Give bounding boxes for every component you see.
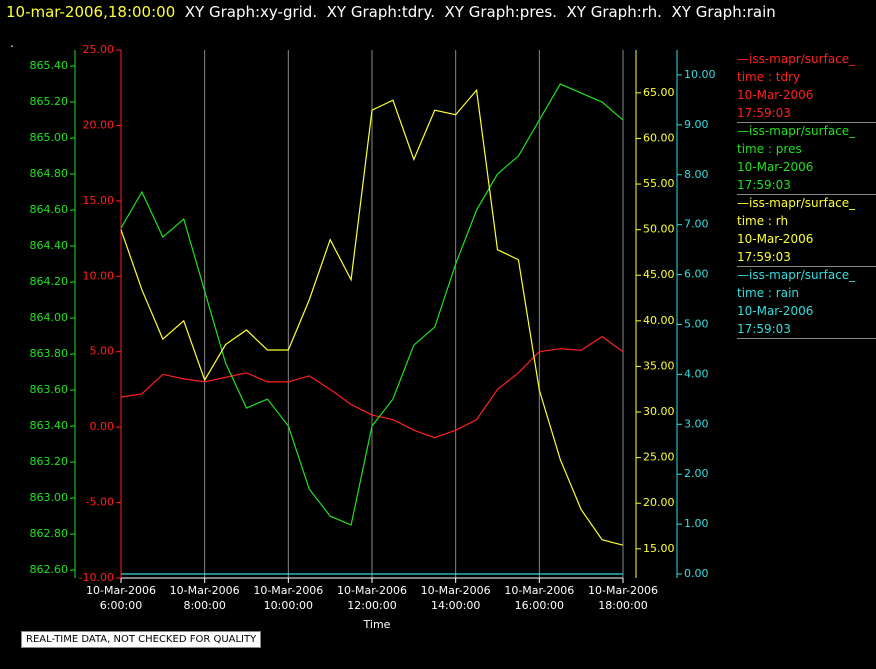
- legend-label: time : rh: [737, 214, 789, 228]
- y-tick-label: 20.00: [83, 118, 115, 131]
- legend-name: —iss-mapr/surface_: [737, 50, 876, 68]
- legend-name: —iss-mapr/surface_: [737, 122, 876, 140]
- y-tick-label: 862.60: [30, 563, 69, 576]
- y-tick-label: 55.00: [643, 177, 675, 190]
- y-tick-label: 865.00: [30, 131, 69, 144]
- y-tick-label: 864.00: [30, 311, 69, 324]
- y-tick-label: 0.00: [90, 420, 115, 433]
- y-tick-label: 15.00: [643, 542, 675, 555]
- legend-entry: —iss-mapr/surface_time : rain 10-Mar-2006…: [737, 266, 876, 339]
- legend-label: time : pres: [737, 142, 802, 156]
- y-tick-label: 25.00: [643, 451, 675, 464]
- y-tick-label: -5.00: [86, 496, 114, 509]
- legend-time: 17:59:03: [737, 322, 791, 336]
- legend-entry: —iss-mapr/surface_time : pres 10-Mar-2006…: [737, 122, 876, 195]
- y-tick-label: 10.00: [83, 269, 115, 282]
- legend-date: 10-Mar-2006: [737, 232, 814, 246]
- y-tick-label: 863.20: [30, 455, 69, 468]
- legend-label: time : rain: [737, 286, 800, 300]
- y-tick-label: 6.00: [684, 268, 709, 281]
- y-tick-label: 864.40: [30, 239, 69, 252]
- y-tick-label: 862.80: [30, 527, 69, 540]
- legend-swatch: —: [737, 52, 749, 66]
- series-line: [120, 335, 624, 439]
- y-tick-label: 864.80: [30, 167, 69, 180]
- y-tick-label: 60.00: [643, 131, 675, 144]
- y-tick-label: 5.00: [684, 317, 709, 330]
- y-tick-label: 20.00: [643, 496, 675, 509]
- y-tick-label: 9.00: [684, 118, 709, 131]
- header: 10-mar-2006,18:00:00 XY Graph:xy-grid. X…: [6, 3, 776, 21]
- x-axis-label: Time: [363, 618, 391, 631]
- y-tick-label: 863.00: [30, 491, 69, 504]
- legend-label: iss-mapr/surface_: [749, 196, 856, 210]
- y-tick-label: 45.00: [643, 268, 675, 281]
- y-tick-label: 40.00: [643, 314, 675, 327]
- y-tick-label: 25.00: [83, 43, 115, 56]
- x-tick-label: 10-Mar-2006 10:00:00: [253, 584, 324, 612]
- series-line: [120, 88, 624, 546]
- legend-swatch: —: [737, 196, 749, 210]
- y-tick-label: 2.00: [684, 467, 709, 480]
- legend-date: 10-Mar-2006: [737, 304, 814, 318]
- legend-date: 10-Mar-2006: [737, 88, 814, 102]
- legend-label: time : tdry: [737, 70, 801, 84]
- legend-date: 10-Mar-2006: [737, 160, 814, 174]
- y-tick-label: 864.20: [30, 275, 69, 288]
- y-tick-label: 865.40: [30, 59, 69, 72]
- y-tick-label: 7.00: [684, 218, 709, 231]
- y-tick-label: 50.00: [643, 223, 675, 236]
- x-tick-label: 10-Mar-2006 14:00:00: [420, 584, 491, 612]
- subtitle: .: [10, 36, 14, 50]
- y-tick-label: 4.00: [684, 367, 709, 380]
- legend-entry: —iss-mapr/surface_time : rh 10-Mar-2006 17…: [737, 194, 876, 267]
- y-tick-label: 35.00: [643, 359, 675, 372]
- x-tick-label: 10-Mar-2006 6:00:00: [86, 584, 156, 612]
- x-tick-label: 10-Mar-2006 18:00:00: [588, 584, 658, 612]
- header-title: XY Graph:xy-grid. XY Graph:tdry. XY Grap…: [184, 3, 776, 21]
- legend-swatch: —: [737, 124, 749, 138]
- y-tick-label: 65.00: [643, 86, 675, 99]
- y-tick-label: -10.00: [79, 571, 114, 584]
- legend-entry: —iss-mapr/surface_time : tdry 10-Mar-2006…: [737, 50, 876, 123]
- legend-label: iss-mapr/surface_: [749, 268, 856, 282]
- x-tick-label: 10-Mar-2006 12:00:00: [337, 584, 407, 612]
- y-tick-label: 5.00: [90, 345, 115, 358]
- x-tick-label: 10-Mar-2006 8:00:00: [169, 584, 240, 612]
- legend-time: 17:59:03: [737, 250, 791, 264]
- y-tick-label: 863.60: [30, 383, 69, 396]
- legend-name: —iss-mapr/surface_: [737, 194, 876, 212]
- legend-time: 17:59:03: [737, 106, 791, 120]
- legend-swatch: —: [737, 268, 749, 282]
- y-tick-label: 10.00: [684, 68, 716, 81]
- y-tick-label: 864.60: [30, 203, 69, 216]
- y-tick-label: 863.80: [30, 347, 69, 360]
- series-line: [120, 83, 624, 526]
- y-tick-label: 8.00: [684, 168, 709, 181]
- y-tick-label: 30.00: [643, 405, 675, 418]
- legend-time: 17:59:03: [737, 178, 791, 192]
- legend-label: iss-mapr/surface_: [749, 124, 856, 138]
- legend-name: —iss-mapr/surface_: [737, 266, 876, 284]
- header-time: 10-mar-2006,18:00:00: [6, 3, 176, 21]
- y-tick-label: 3.00: [684, 417, 709, 430]
- y-tick-label: 1.00: [684, 517, 709, 530]
- y-tick-label: 865.20: [30, 95, 69, 108]
- x-tick-label: 10-Mar-2006 16:00:00: [504, 584, 575, 612]
- y-tick-label: 863.40: [30, 419, 69, 432]
- quality-note: REAL-TIME DATA, NOT CHECKED FOR QUALITY: [21, 631, 262, 648]
- y-tick-label: 15.00: [83, 194, 115, 207]
- y-tick-label: 0.00: [684, 567, 709, 580]
- legend-label: iss-mapr/surface_: [749, 52, 856, 66]
